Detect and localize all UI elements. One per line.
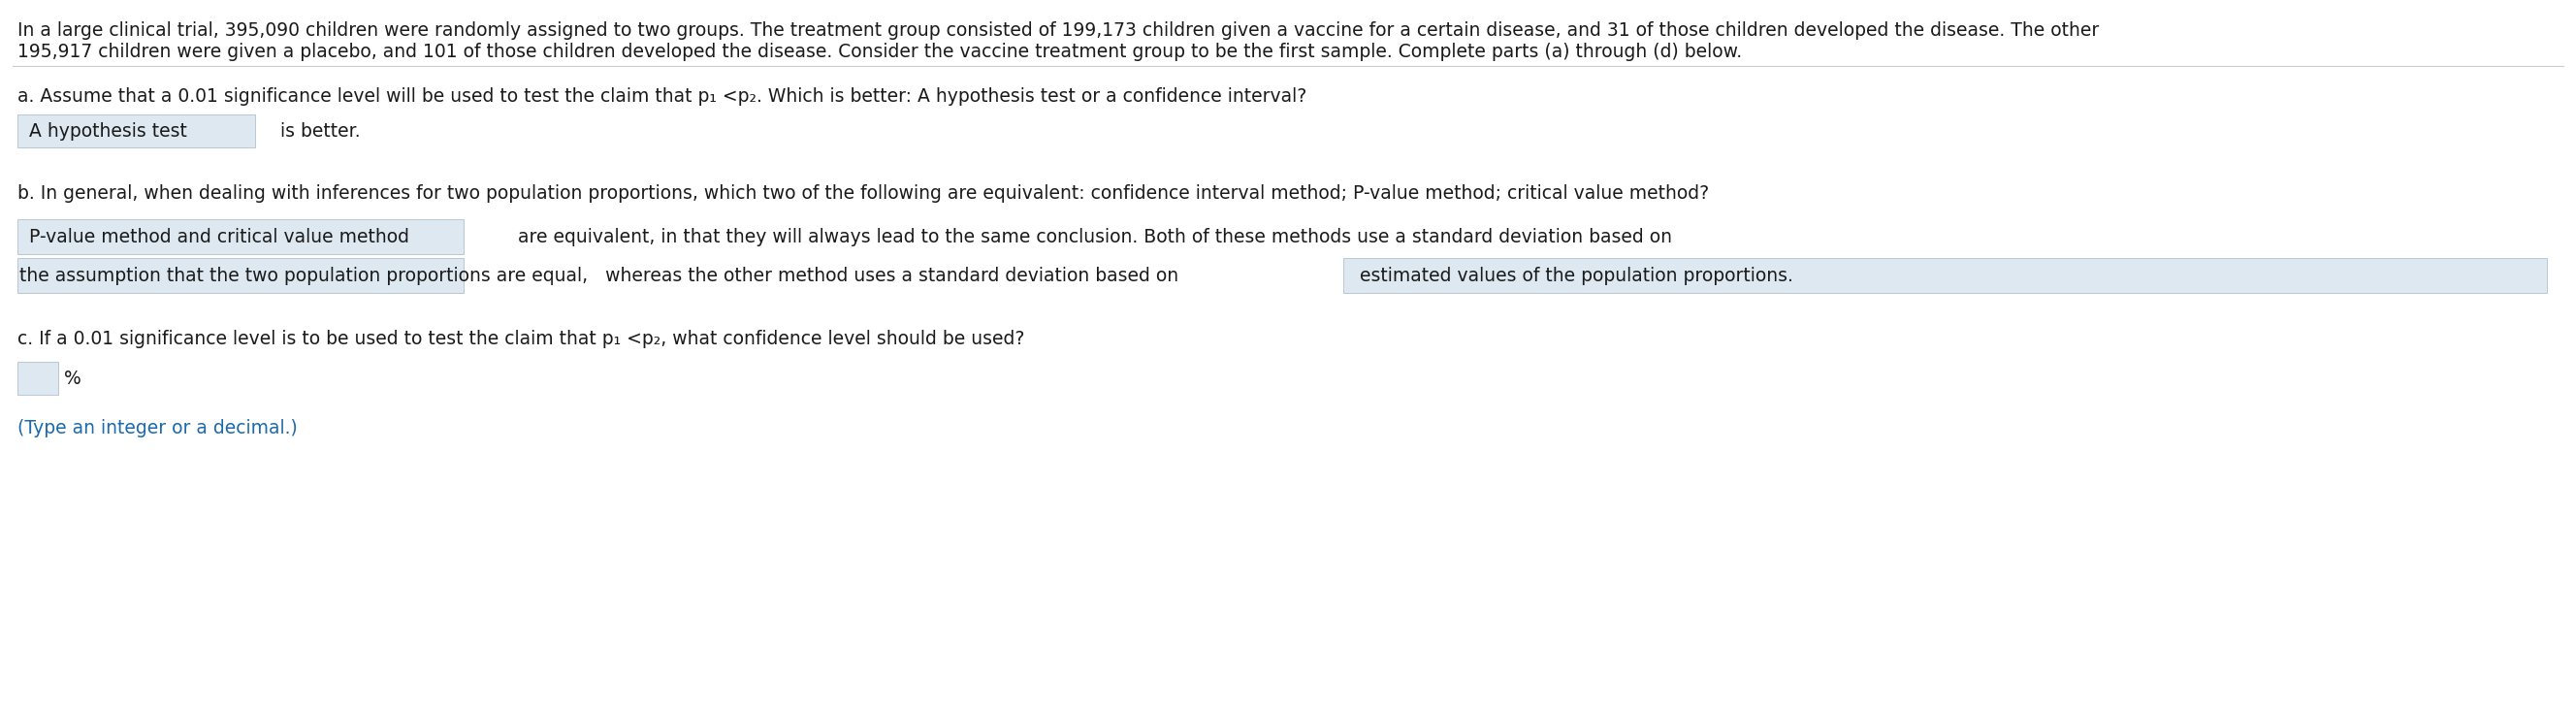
Text: the assumption that the two population proportions are equal,   whereas the othe: the assumption that the two population p… bbox=[21, 266, 1180, 285]
FancyBboxPatch shape bbox=[18, 258, 464, 293]
Text: c. If a 0.01 significance level is to be used to test the claim that p₁ <p₂, wha: c. If a 0.01 significance level is to be… bbox=[18, 329, 1025, 348]
Text: 195,917 children were given a placebo, and 101 of those children developed the d: 195,917 children were given a placebo, a… bbox=[18, 43, 1741, 61]
Text: (Type an integer or a decimal.): (Type an integer or a decimal.) bbox=[18, 419, 296, 437]
FancyBboxPatch shape bbox=[1342, 258, 2548, 293]
FancyBboxPatch shape bbox=[18, 219, 464, 254]
FancyBboxPatch shape bbox=[18, 362, 59, 395]
Text: estimated values of the population proportions.: estimated values of the population propo… bbox=[1347, 266, 1793, 285]
Text: b. In general, when dealing with inferences for two population proportions, whic: b. In general, when dealing with inferen… bbox=[18, 185, 1708, 203]
Text: P-value method and critical value method: P-value method and critical value method bbox=[28, 227, 410, 246]
Text: In a large clinical trial, 395,090 children were randomly assigned to two groups: In a large clinical trial, 395,090 child… bbox=[18, 21, 2099, 40]
FancyBboxPatch shape bbox=[18, 114, 255, 148]
Text: are equivalent, in that they will always lead to the same conclusion. Both of th: are equivalent, in that they will always… bbox=[471, 227, 1672, 246]
Text: A hypothesis test: A hypothesis test bbox=[28, 121, 188, 140]
Text: is better.: is better. bbox=[263, 121, 361, 140]
Text: a. Assume that a 0.01 significance level will be used to test the claim that p₁ : a. Assume that a 0.01 significance level… bbox=[18, 87, 1306, 106]
Text: %: % bbox=[64, 369, 82, 388]
